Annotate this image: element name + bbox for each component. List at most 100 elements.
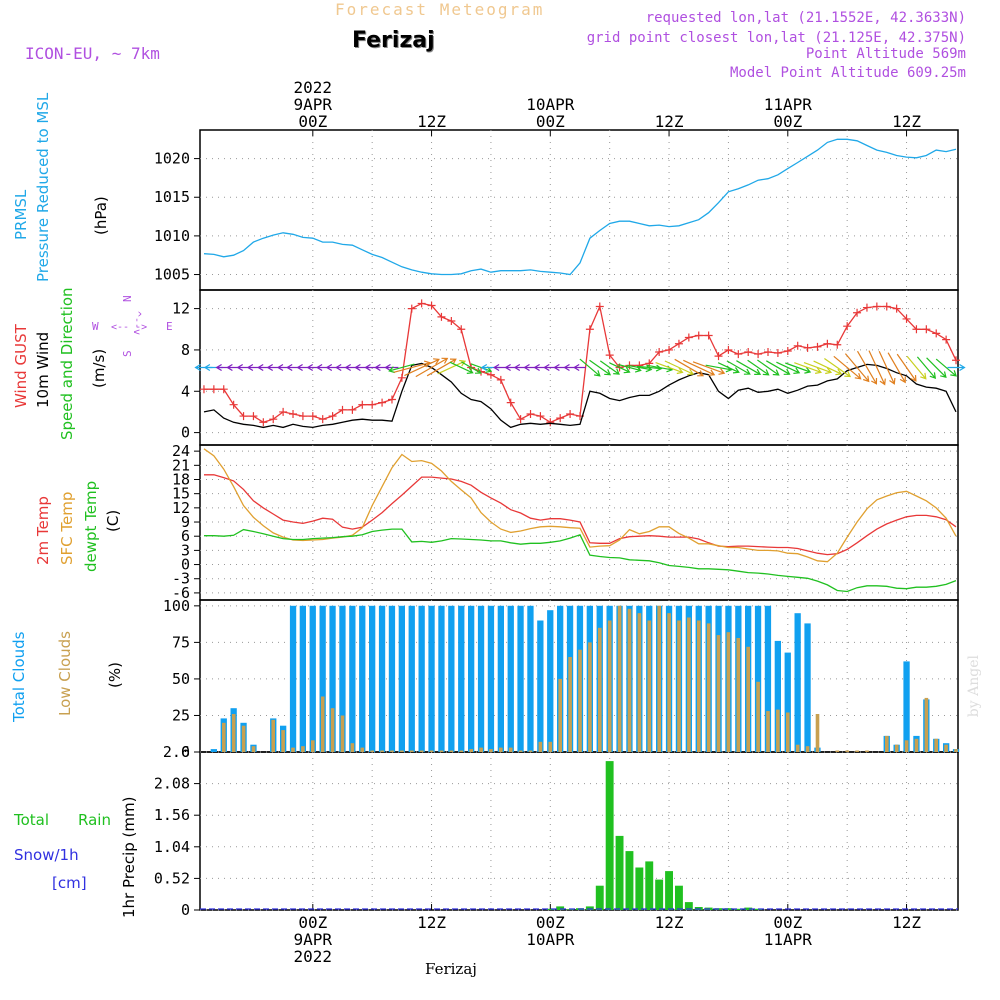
wind-arrow <box>906 355 927 380</box>
low-cloud-bar <box>845 750 849 752</box>
low-cloud-bar <box>548 741 553 752</box>
gust-point <box>764 348 773 356</box>
total-cloud-bar <box>497 605 504 752</box>
wind-arrow <box>664 360 695 376</box>
low-cloud-bar <box>400 750 404 752</box>
panel-frame-precip <box>199 751 959 911</box>
gust-point <box>566 410 575 418</box>
wind-arrow <box>747 359 770 376</box>
low-cloud-bar <box>726 632 731 752</box>
bottom-axis-label: 00Z <box>536 913 565 932</box>
compass-ns-arrow: ^--v <box>131 311 142 335</box>
gust-point <box>694 331 703 340</box>
wind-arrow <box>589 359 612 376</box>
gust-point <box>338 405 347 414</box>
total-cloud-bar <box>398 605 405 752</box>
low-cloud-bar <box>815 714 820 752</box>
total-cloud-bar <box>329 605 336 752</box>
low-cloud-bar <box>914 738 919 752</box>
rain-bar <box>635 867 644 910</box>
wind-arrow <box>437 359 467 375</box>
gust-point <box>249 412 258 421</box>
wind-line <box>203 362 957 429</box>
wind-arrow <box>833 355 862 380</box>
bottom-axis-label: 12Z <box>892 913 921 932</box>
rain-bar <box>665 871 673 910</box>
gust-point <box>665 345 674 354</box>
low-cloud-bar <box>647 620 652 752</box>
rain-bar <box>615 835 624 910</box>
low-cloud-bar <box>776 709 780 752</box>
ytick-label: 25 <box>172 706 190 724</box>
low-cloud-bar <box>904 740 909 752</box>
low-cloud-bar <box>558 678 562 752</box>
low-cloud-bar <box>271 719 275 752</box>
top-axis-label: 00Z <box>536 112 565 131</box>
low-cloud-bar <box>598 627 602 752</box>
low-cloud-bar <box>489 749 493 752</box>
rain-bar <box>744 907 753 910</box>
low-cloud-bar <box>360 747 365 752</box>
bottom-axis-label: 00Z <box>773 913 802 932</box>
gust-point <box>516 415 525 424</box>
low-cloud-bar <box>835 750 840 752</box>
low-cloud-bar <box>380 750 384 752</box>
wind-arrow <box>916 356 937 379</box>
ytick-label: -6 <box>172 584 190 602</box>
gust-point <box>674 339 683 348</box>
low-cloud-bar <box>795 744 800 752</box>
low-cloud-bar <box>499 747 503 752</box>
model-label: ICON-EU, ~ 7km <box>25 44 160 63</box>
gust-point <box>486 370 495 379</box>
gust-point <box>833 340 842 349</box>
rain-bar <box>566 909 574 910</box>
ytick-label: 1.04 <box>154 838 190 856</box>
total-cloud-bar <box>448 605 455 752</box>
low-cloud-bar <box>617 605 622 752</box>
gust-point <box>447 317 456 325</box>
total-cloud-bar <box>477 605 485 752</box>
total-cloud-bar <box>804 623 811 752</box>
gust-point <box>853 308 862 317</box>
wind-arrow <box>776 361 801 374</box>
wind-arrow <box>296 363 309 372</box>
rain-bar <box>734 908 743 910</box>
gust-point <box>536 412 545 421</box>
wind-arrow <box>926 357 947 379</box>
ytick-label: 0 <box>181 424 190 442</box>
ytick-label: 1015 <box>154 188 190 206</box>
low-cloud-bar <box>667 613 671 752</box>
low-cloud-bar <box>607 620 612 752</box>
ytick-label: 4 <box>181 382 190 400</box>
gust-point <box>239 412 248 421</box>
gust-point <box>803 343 812 352</box>
low-cloud-bar <box>459 750 464 752</box>
total-cloud-bar <box>319 605 326 752</box>
wind-arrow <box>599 360 620 375</box>
bottom-axis-label: 10APR <box>526 930 575 949</box>
low-cloud-bar <box>706 623 711 752</box>
wind-arrow <box>717 362 740 374</box>
gust-point <box>546 418 555 427</box>
snow-label: Snow/1h <box>14 846 79 864</box>
wind-arrow <box>726 360 751 375</box>
gust-point <box>783 346 792 355</box>
panel-frame-pressure <box>199 129 959 291</box>
rain-bar <box>675 885 683 910</box>
gust-point <box>734 350 743 359</box>
low-cloud-bar <box>578 649 582 752</box>
wind-arrow <box>388 363 415 374</box>
low-cloud-bar <box>736 638 741 752</box>
low-cloud-bar <box>311 740 315 752</box>
gust-point <box>585 325 594 334</box>
wind-arrow <box>887 352 906 384</box>
top-axis-label: 12Z <box>655 112 684 131</box>
total-cloud-bar <box>339 605 346 752</box>
total-cloud-bar <box>468 605 475 752</box>
total-cloud-bar <box>378 605 386 752</box>
gust-point <box>506 398 515 407</box>
wind-arrow <box>803 362 833 375</box>
bottom-axis-label: 12Z <box>655 913 684 932</box>
ytick-label: 21 <box>172 456 190 474</box>
